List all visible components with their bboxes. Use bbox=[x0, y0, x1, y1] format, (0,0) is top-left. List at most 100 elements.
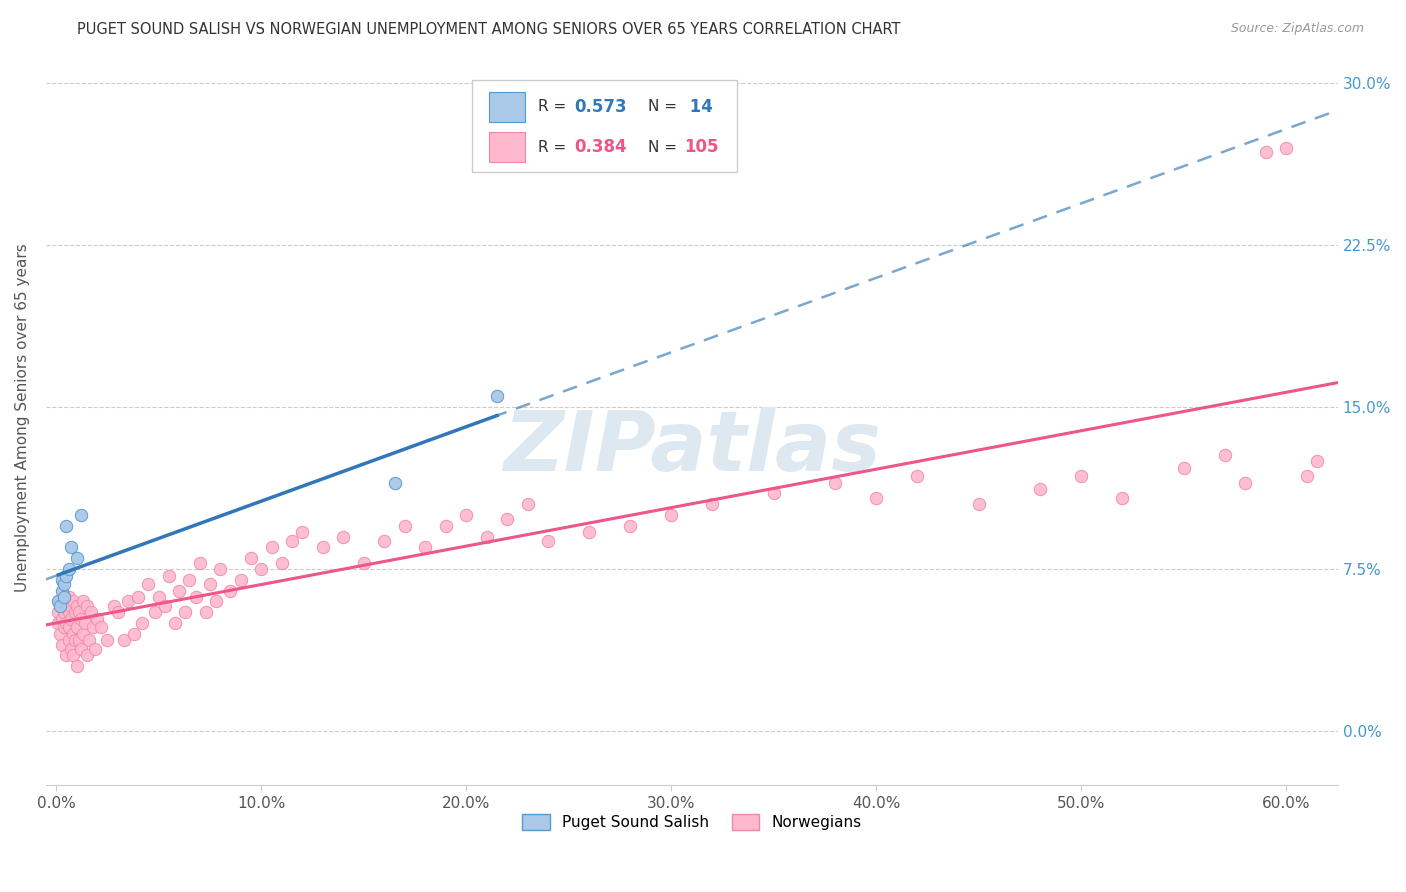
Text: 105: 105 bbox=[685, 138, 718, 156]
Point bbox=[332, 530, 354, 544]
Point bbox=[90, 620, 112, 634]
Point bbox=[84, 642, 107, 657]
Point bbox=[1296, 469, 1319, 483]
Point bbox=[260, 541, 283, 555]
Point bbox=[72, 627, 94, 641]
Point bbox=[270, 556, 292, 570]
Point bbox=[63, 633, 86, 648]
Point bbox=[53, 620, 76, 634]
Point bbox=[1213, 448, 1236, 462]
Point bbox=[55, 648, 77, 663]
Point bbox=[46, 594, 69, 608]
Point bbox=[51, 583, 73, 598]
Point bbox=[49, 594, 72, 608]
Point bbox=[486, 389, 509, 403]
Point bbox=[281, 534, 304, 549]
Y-axis label: Unemployment Among Seniors over 65 years: Unemployment Among Seniors over 65 years bbox=[15, 244, 30, 592]
Point bbox=[865, 491, 887, 505]
Point bbox=[55, 616, 77, 631]
Point bbox=[219, 583, 242, 598]
Text: R =: R = bbox=[538, 139, 571, 154]
Point bbox=[537, 534, 560, 549]
Point bbox=[58, 590, 80, 604]
Point bbox=[66, 659, 89, 673]
Text: 0.384: 0.384 bbox=[574, 138, 627, 156]
Point bbox=[72, 594, 94, 608]
Point bbox=[1234, 475, 1257, 490]
Point bbox=[1111, 491, 1133, 505]
FancyBboxPatch shape bbox=[489, 132, 526, 162]
Point bbox=[59, 599, 82, 613]
FancyBboxPatch shape bbox=[472, 80, 737, 172]
Point bbox=[62, 594, 84, 608]
Text: PUGET SOUND SALISH VS NORWEGIAN UNEMPLOYMENT AMONG SENIORS OVER 65 YEARS CORRELA: PUGET SOUND SALISH VS NORWEGIAN UNEMPLOY… bbox=[77, 22, 901, 37]
Point bbox=[53, 577, 76, 591]
Point bbox=[456, 508, 478, 522]
Point bbox=[1173, 460, 1195, 475]
Point bbox=[179, 573, 201, 587]
Point bbox=[194, 605, 217, 619]
Point bbox=[117, 594, 139, 608]
Point bbox=[240, 551, 263, 566]
Point bbox=[1070, 469, 1092, 483]
Point bbox=[107, 605, 129, 619]
Point bbox=[58, 633, 80, 648]
Text: 14: 14 bbox=[685, 98, 713, 116]
Point bbox=[373, 534, 395, 549]
Point bbox=[127, 590, 149, 604]
Point bbox=[659, 508, 682, 522]
Point bbox=[55, 519, 77, 533]
Point bbox=[138, 577, 160, 591]
Point bbox=[229, 573, 252, 587]
Text: R =: R = bbox=[538, 99, 571, 114]
Point bbox=[77, 633, 100, 648]
Point bbox=[578, 525, 600, 540]
Point bbox=[167, 583, 190, 598]
Point bbox=[475, 530, 498, 544]
Point bbox=[66, 551, 89, 566]
Point bbox=[619, 519, 641, 533]
Point bbox=[55, 599, 77, 613]
Point bbox=[67, 605, 90, 619]
Point bbox=[1029, 482, 1052, 496]
Point bbox=[312, 541, 335, 555]
Point bbox=[58, 620, 80, 634]
Point bbox=[69, 642, 91, 657]
Point bbox=[51, 612, 73, 626]
Point bbox=[51, 599, 73, 613]
Point bbox=[82, 620, 104, 634]
Point bbox=[58, 605, 80, 619]
Point bbox=[967, 497, 990, 511]
Point bbox=[62, 648, 84, 663]
Point bbox=[66, 620, 89, 634]
Point bbox=[184, 590, 207, 604]
Point bbox=[209, 562, 232, 576]
Point bbox=[55, 568, 77, 582]
Point bbox=[112, 633, 135, 648]
Point bbox=[131, 616, 153, 631]
Point bbox=[384, 475, 406, 490]
Point bbox=[66, 599, 89, 613]
Point bbox=[80, 605, 103, 619]
Point bbox=[165, 616, 187, 631]
Point bbox=[122, 627, 145, 641]
Point bbox=[96, 633, 118, 648]
Point bbox=[198, 577, 221, 591]
Point bbox=[905, 469, 928, 483]
Point bbox=[53, 605, 76, 619]
Text: N =: N = bbox=[648, 139, 682, 154]
Point bbox=[58, 562, 80, 576]
Point bbox=[46, 605, 69, 619]
Point bbox=[53, 590, 76, 604]
Text: 0.573: 0.573 bbox=[574, 98, 627, 116]
Point bbox=[1306, 454, 1329, 468]
Point bbox=[69, 508, 91, 522]
Point bbox=[434, 519, 457, 533]
Text: ZIPatlas: ZIPatlas bbox=[503, 407, 880, 488]
Text: N =: N = bbox=[648, 99, 682, 114]
Point bbox=[143, 605, 166, 619]
Point bbox=[702, 497, 724, 511]
Point bbox=[51, 638, 73, 652]
Point bbox=[76, 599, 98, 613]
Point bbox=[157, 568, 180, 582]
